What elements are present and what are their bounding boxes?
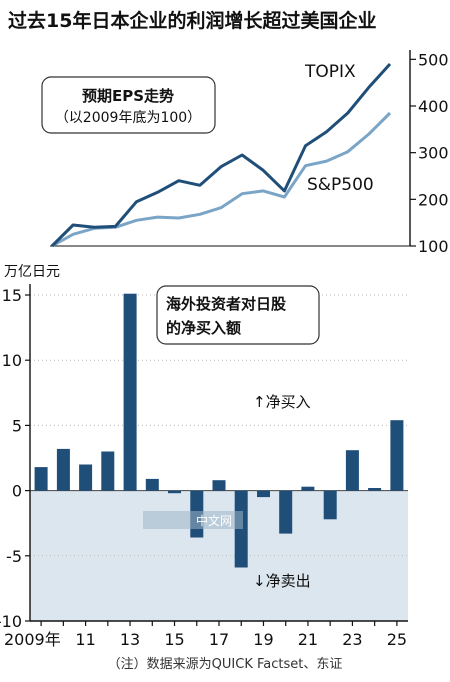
bar-2014 xyxy=(145,478,159,491)
line-y-tick-label: 500 xyxy=(418,50,449,69)
net-sell-annotation: ↓净卖出 xyxy=(253,572,311,590)
watermark-band xyxy=(143,511,243,529)
bar-2011 xyxy=(79,464,93,491)
bar-2017 xyxy=(212,480,226,491)
eps-box-subtitle: （以2009年底为100） xyxy=(55,110,201,126)
bar-y-tick-label: 10 xyxy=(2,351,22,370)
eps-box-title: 预期EPS走势 xyxy=(82,87,174,105)
bar-2012 xyxy=(101,451,115,491)
bar-2025 xyxy=(390,420,404,491)
net-buy-annotation: ↑净买入 xyxy=(253,393,311,411)
topix-label: TOPIX xyxy=(304,62,356,82)
bar-x-tick-label: 25 xyxy=(387,630,407,649)
purchase-box-title-line1: 海外投资者对日股 xyxy=(166,295,287,313)
line-y-tick-label: 100 xyxy=(418,237,449,256)
bar-2009 xyxy=(34,467,48,491)
watermark: 中文网 xyxy=(143,511,243,529)
bar-y-tick-label: 5 xyxy=(12,416,22,435)
bar-x-tick-label: 17 xyxy=(209,630,229,649)
bar-x-tick-label: 13 xyxy=(120,630,140,649)
bar-2023 xyxy=(345,450,359,491)
figure-title: 过去15年日本企业的利润增长超过美国企业 xyxy=(8,9,376,32)
line-y-tick-label: 400 xyxy=(418,97,449,116)
bar-2022 xyxy=(323,490,337,520)
bar-y-tick-label: -5 xyxy=(6,547,22,566)
line-chart-y-ticks: 100 200 300 400 500 xyxy=(410,50,449,256)
bar-series xyxy=(34,293,404,568)
eps-line-chart: 100 200 300 400 500 TOPIX S&P500 预期EPS走势 （以2… xyxy=(41,50,449,256)
bar-2024 xyxy=(368,488,382,491)
net-purchase-bar-chart: 万亿日元 15 10 5 0 -5 -10 2009年 11 13 15 17 19 21 23 25 海… xyxy=(0,264,408,649)
bar-2021 xyxy=(301,486,315,491)
bar-2019 xyxy=(257,490,270,498)
bar-chart-y-ticks: 15 10 5 0 -5 -10 xyxy=(0,286,30,631)
bar-x-tick-label: 11 xyxy=(75,630,95,649)
purchase-info-box xyxy=(156,285,320,345)
bar-x-tick-label: 15 xyxy=(164,630,184,649)
bar-chart-x-ticks: 2009年 11 13 15 17 19 21 23 25 xyxy=(4,621,407,649)
bar-y-tick-label: -10 xyxy=(0,612,22,631)
bar-y-tick-label: 15 xyxy=(2,286,22,305)
bar-x-tick-label: 2009年 xyxy=(4,630,61,649)
bar-x-tick-label: 21 xyxy=(298,630,318,649)
bar-2015 xyxy=(168,490,181,494)
bar-x-tick-label: 23 xyxy=(342,630,362,649)
purchase-box-title-line2: 的净买入额 xyxy=(166,319,241,337)
bar-2010 xyxy=(56,448,70,491)
bar-x-tick-label: 19 xyxy=(253,630,273,649)
bar-2020 xyxy=(279,490,293,534)
source-note: （注）数据来源为QUICK Factset、东证 xyxy=(108,657,343,672)
bar-y-tick-label: 0 xyxy=(12,482,22,501)
eps-info-box xyxy=(41,76,216,134)
line-y-tick-label: 300 xyxy=(418,144,449,163)
bar-chart-unit-label: 万亿日元 xyxy=(4,264,60,280)
bar-2013 xyxy=(123,293,137,491)
line-y-tick-label: 200 xyxy=(418,190,449,209)
topix-series-line xyxy=(50,62,392,248)
bar-2018 xyxy=(234,490,248,568)
sp500-label: S&P500 xyxy=(307,175,374,195)
watermark-text: 中文网 xyxy=(196,513,232,528)
